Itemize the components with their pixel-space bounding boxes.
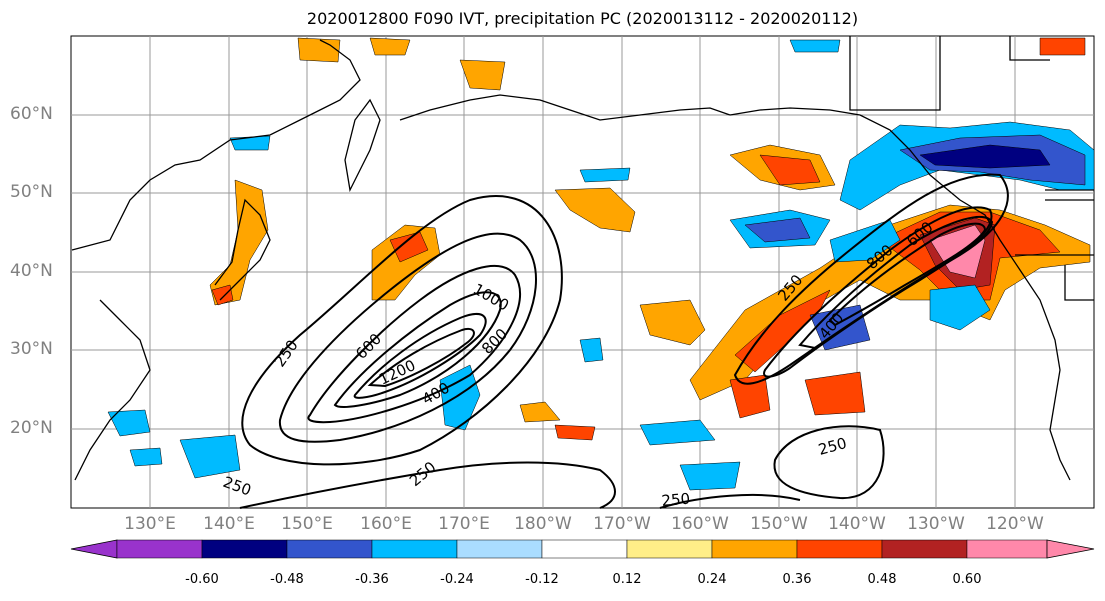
colorbar-swatch <box>541 539 628 559</box>
colorbar-swatch <box>711 539 798 559</box>
colorbar-swatch <box>881 539 968 559</box>
lat-label: 60°N <box>10 104 53 124</box>
lon-label: 120°W <box>986 514 1044 534</box>
contour-label: 250 <box>661 490 691 510</box>
contour-south2-250 <box>659 493 801 509</box>
colorbar-extend-low <box>70 539 118 559</box>
colorbar-swatch <box>456 539 543 559</box>
lon-label: 140°W <box>828 514 886 534</box>
colorbar-tick-label: -0.48 <box>270 572 304 587</box>
lon-label: 160°W <box>671 514 729 534</box>
colorbar-tick-label: 0.60 <box>952 572 982 587</box>
colorbar-swatch <box>116 539 203 559</box>
lat-label: 20°N <box>10 418 53 438</box>
contour-ne-600 <box>798 215 994 350</box>
lon-label: 170°W <box>593 514 651 534</box>
lon-label: 150°W <box>750 514 808 534</box>
contour-1200 <box>367 328 475 388</box>
colorbar-swatch <box>626 539 713 559</box>
colorbar <box>70 539 1095 559</box>
colorbar-swatch <box>201 539 288 559</box>
lon-label: 160°E <box>360 514 412 534</box>
contour-ne-250 <box>733 173 1009 385</box>
contour-1000 <box>353 313 487 399</box>
colorbar-extend-high <box>1046 539 1095 559</box>
lat-label: 40°N <box>10 261 53 281</box>
colorbar-tick-label: 0.24 <box>697 572 727 587</box>
colorbar-swatch <box>966 539 1048 559</box>
colorbar-swatch <box>371 539 458 559</box>
lat-label: 50°N <box>10 182 53 202</box>
lon-label: 150°E <box>281 514 333 534</box>
colorbar-tick-label: 0.48 <box>867 572 897 587</box>
map-title: 2020012800 F090 IVT, precipitation PC (2… <box>306 9 859 28</box>
lon-label: 170°E <box>438 514 490 534</box>
lon-label: 130°E <box>124 514 176 534</box>
contour-600 <box>307 265 521 424</box>
contour-800 <box>333 291 502 408</box>
colorbar-tick-label: 0.36 <box>782 572 812 587</box>
colorbar-tick-label: -0.60 <box>185 572 219 587</box>
colorbar-tick-label: -0.36 <box>355 572 389 587</box>
lon-label: 140°E <box>203 514 255 534</box>
colorbar-tick-label: 0.12 <box>612 572 642 587</box>
coastlines <box>71 36 1094 481</box>
colorbar-swatch <box>796 539 883 559</box>
colorbar-tick-label: -0.12 <box>525 572 559 587</box>
lon-label: 180°W <box>514 514 572 534</box>
contour-400 <box>278 232 537 443</box>
lon-label: 130°W <box>907 514 965 534</box>
contour-ne-800 <box>828 222 987 327</box>
contour-south-250 <box>239 461 616 509</box>
contour-subtropical-250 <box>773 425 885 500</box>
ivt-contours <box>239 173 1009 509</box>
lat-label: 30°N <box>10 339 53 359</box>
contour-250 <box>241 195 563 466</box>
colorbar-swatch <box>286 539 373 559</box>
colorbar-tick-label: -0.24 <box>440 572 474 587</box>
